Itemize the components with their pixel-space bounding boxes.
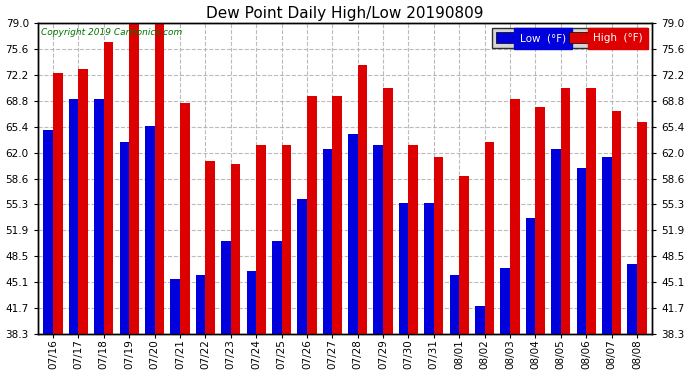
Bar: [297, 199, 307, 334]
Text: Copyright 2019 Cartronics.com: Copyright 2019 Cartronics.com: [41, 28, 182, 37]
Bar: [450, 275, 460, 334]
Bar: [510, 99, 520, 334]
Bar: [53, 73, 63, 334]
Bar: [475, 306, 484, 334]
Bar: [408, 146, 418, 334]
Bar: [434, 157, 444, 334]
Bar: [221, 241, 230, 334]
Bar: [282, 146, 291, 334]
Bar: [348, 134, 357, 334]
Bar: [484, 141, 494, 334]
Bar: [399, 202, 408, 334]
Bar: [602, 157, 611, 334]
Bar: [526, 218, 535, 334]
Bar: [246, 272, 256, 334]
Bar: [586, 88, 595, 334]
Bar: [145, 126, 155, 334]
Bar: [230, 164, 240, 334]
Bar: [256, 146, 266, 334]
Bar: [170, 279, 180, 334]
Bar: [561, 88, 571, 334]
Bar: [333, 96, 342, 334]
Bar: [196, 275, 206, 334]
Bar: [307, 96, 317, 334]
Bar: [323, 149, 333, 334]
Bar: [535, 107, 545, 334]
Bar: [500, 267, 510, 334]
Bar: [79, 69, 88, 334]
Bar: [104, 42, 113, 334]
Bar: [551, 149, 561, 334]
Bar: [577, 168, 586, 334]
Bar: [155, 19, 164, 334]
Bar: [611, 111, 621, 334]
Bar: [206, 160, 215, 334]
Bar: [424, 202, 434, 334]
Bar: [43, 130, 53, 334]
Title: Dew Point Daily High/Low 20190809: Dew Point Daily High/Low 20190809: [206, 6, 484, 21]
Bar: [119, 141, 129, 334]
Bar: [637, 122, 647, 334]
Legend: Low  (°F), High  (°F): Low (°F), High (°F): [492, 28, 647, 48]
Bar: [460, 176, 469, 334]
Bar: [272, 241, 282, 334]
Bar: [180, 104, 190, 334]
Bar: [383, 88, 393, 334]
Bar: [69, 99, 79, 334]
Bar: [627, 264, 637, 334]
Bar: [373, 146, 383, 334]
Bar: [129, 19, 139, 334]
Bar: [357, 65, 367, 334]
Bar: [95, 99, 103, 334]
